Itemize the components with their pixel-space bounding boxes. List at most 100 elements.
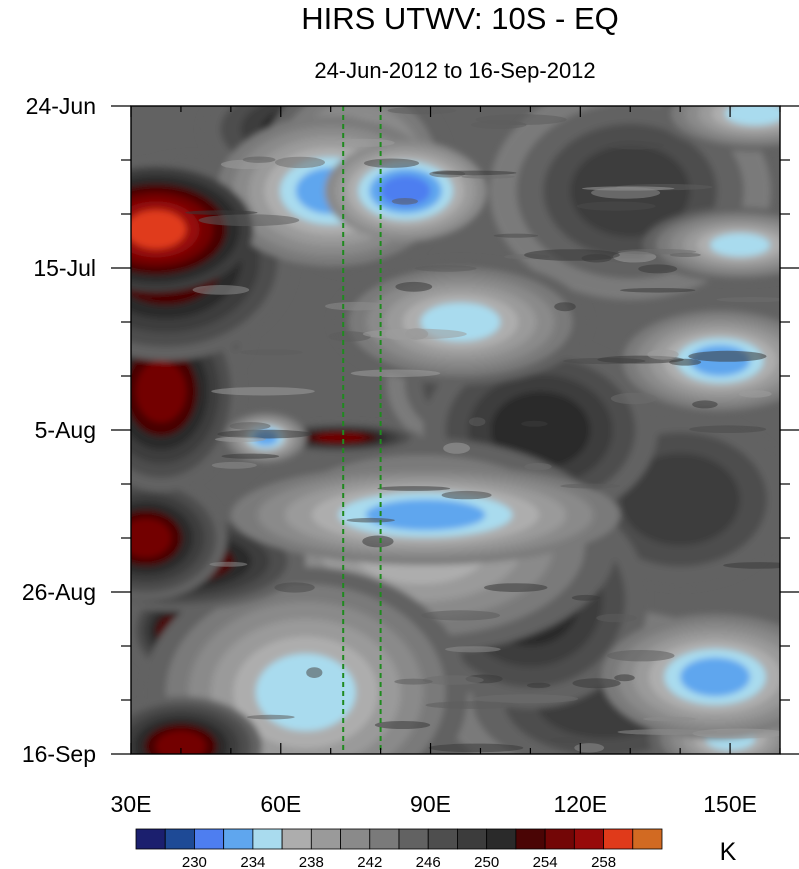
field-streak bbox=[716, 297, 780, 303]
field-streak bbox=[422, 675, 484, 685]
field-streak bbox=[617, 248, 697, 255]
field-streak bbox=[246, 714, 295, 720]
colorbar-swatch bbox=[603, 828, 634, 850]
field-streak bbox=[574, 743, 605, 753]
field-feature bbox=[490, 391, 591, 469]
field-feature bbox=[680, 657, 750, 697]
field-streak bbox=[738, 390, 772, 398]
field-streak bbox=[591, 186, 661, 199]
y-tick-label: 16-Sep bbox=[22, 741, 96, 767]
field-streak bbox=[240, 349, 303, 356]
field-streak bbox=[387, 106, 457, 115]
field-streak bbox=[572, 678, 621, 689]
y-tick-label: 15-Jul bbox=[33, 255, 96, 281]
field-streak bbox=[473, 694, 579, 704]
colorbar-swatch bbox=[398, 828, 429, 850]
colorbar-swatch bbox=[164, 828, 195, 850]
field-streak bbox=[576, 201, 656, 211]
field-streak bbox=[346, 517, 395, 523]
field-streak bbox=[469, 417, 486, 427]
field-streak bbox=[221, 453, 280, 459]
field-feature bbox=[255, 653, 356, 731]
colorbar-swatch bbox=[515, 828, 546, 850]
field-streak bbox=[669, 358, 702, 366]
x-axis: 30E 60E 90E 120E 150E bbox=[111, 106, 781, 817]
field-streak bbox=[211, 461, 257, 469]
field-streak bbox=[441, 490, 492, 500]
field-feature bbox=[365, 499, 486, 531]
field-streak bbox=[229, 422, 271, 431]
colorbar-swatch bbox=[427, 828, 458, 850]
field-streak bbox=[374, 721, 431, 729]
colorbar-swatch bbox=[194, 828, 225, 850]
field-streak bbox=[470, 120, 527, 129]
field-streak bbox=[445, 646, 501, 653]
field-streak bbox=[688, 350, 767, 362]
field-streak bbox=[394, 678, 433, 685]
field-streak bbox=[328, 331, 371, 342]
field-streak bbox=[428, 743, 524, 753]
field-streak bbox=[242, 156, 276, 163]
colorbar-swatch bbox=[369, 828, 400, 850]
colorbar-swatch bbox=[544, 828, 575, 850]
colorbar-swatch bbox=[457, 828, 488, 850]
colorbar-tick-label: 250 bbox=[474, 854, 499, 869]
colorbar-tick-label: 246 bbox=[416, 854, 441, 869]
chart-subtitle: 24-Jun-2012 to 16-Sep-2012 bbox=[314, 58, 595, 83]
field-streak bbox=[275, 156, 325, 169]
y-tick-label: 26-Aug bbox=[22, 579, 96, 605]
colorbar-tick-label: 242 bbox=[357, 854, 382, 869]
field-feature bbox=[136, 360, 186, 423]
field-streak bbox=[524, 249, 620, 261]
colorbar-swatch bbox=[340, 828, 371, 850]
field-streak bbox=[209, 561, 248, 567]
field-streak bbox=[461, 174, 515, 179]
colorbar-tick-label: 238 bbox=[299, 854, 324, 869]
field-feature bbox=[710, 233, 771, 257]
colorbar-swatch bbox=[252, 828, 283, 850]
field-streak bbox=[647, 349, 679, 360]
field-streak bbox=[425, 701, 520, 709]
field-streak bbox=[614, 674, 635, 682]
colorbar-swatch bbox=[486, 828, 517, 850]
x-tick-label: 30E bbox=[111, 791, 152, 817]
field-streak bbox=[325, 301, 389, 311]
field-streak bbox=[377, 486, 451, 491]
colorbar-swatch bbox=[310, 828, 341, 850]
colorbar-swatch bbox=[573, 828, 604, 850]
colorbar-tick-label: 230 bbox=[182, 854, 207, 869]
field-streak bbox=[692, 400, 718, 409]
field-streak bbox=[211, 387, 315, 396]
colorbar: 230 234 238 242 246 250 254 258 bbox=[135, 828, 663, 869]
field-streak bbox=[692, 728, 780, 739]
colorbar-unit-label: K bbox=[720, 838, 737, 866]
y-tick-label: 24-Jun bbox=[26, 93, 96, 119]
x-tick-label: 90E bbox=[410, 791, 451, 817]
field-streak bbox=[571, 594, 601, 601]
field-streak bbox=[620, 288, 696, 293]
field-streak bbox=[549, 737, 589, 743]
field-streak bbox=[421, 610, 501, 621]
field-streak bbox=[334, 138, 395, 147]
colorbar-tick-label: 254 bbox=[533, 854, 558, 869]
colorbar-swatch bbox=[135, 828, 166, 850]
x-tick-label: 120E bbox=[553, 791, 607, 817]
field-streak bbox=[432, 170, 517, 176]
field-streak bbox=[185, 210, 258, 215]
field-streak bbox=[198, 214, 300, 227]
field-streak bbox=[560, 483, 621, 489]
field-streak bbox=[391, 198, 418, 205]
x-tick-label: 60E bbox=[260, 791, 301, 817]
field-streak bbox=[215, 436, 266, 443]
field-streak bbox=[554, 302, 576, 312]
field-streak bbox=[362, 535, 394, 548]
reference-lines bbox=[342, 106, 382, 754]
field-streak bbox=[526, 682, 551, 689]
field-streak bbox=[617, 729, 718, 735]
field-streak bbox=[217, 429, 313, 439]
field-streak bbox=[350, 369, 441, 378]
field-streak bbox=[524, 463, 552, 471]
field-feature bbox=[725, 106, 780, 126]
field-streak bbox=[607, 141, 664, 150]
